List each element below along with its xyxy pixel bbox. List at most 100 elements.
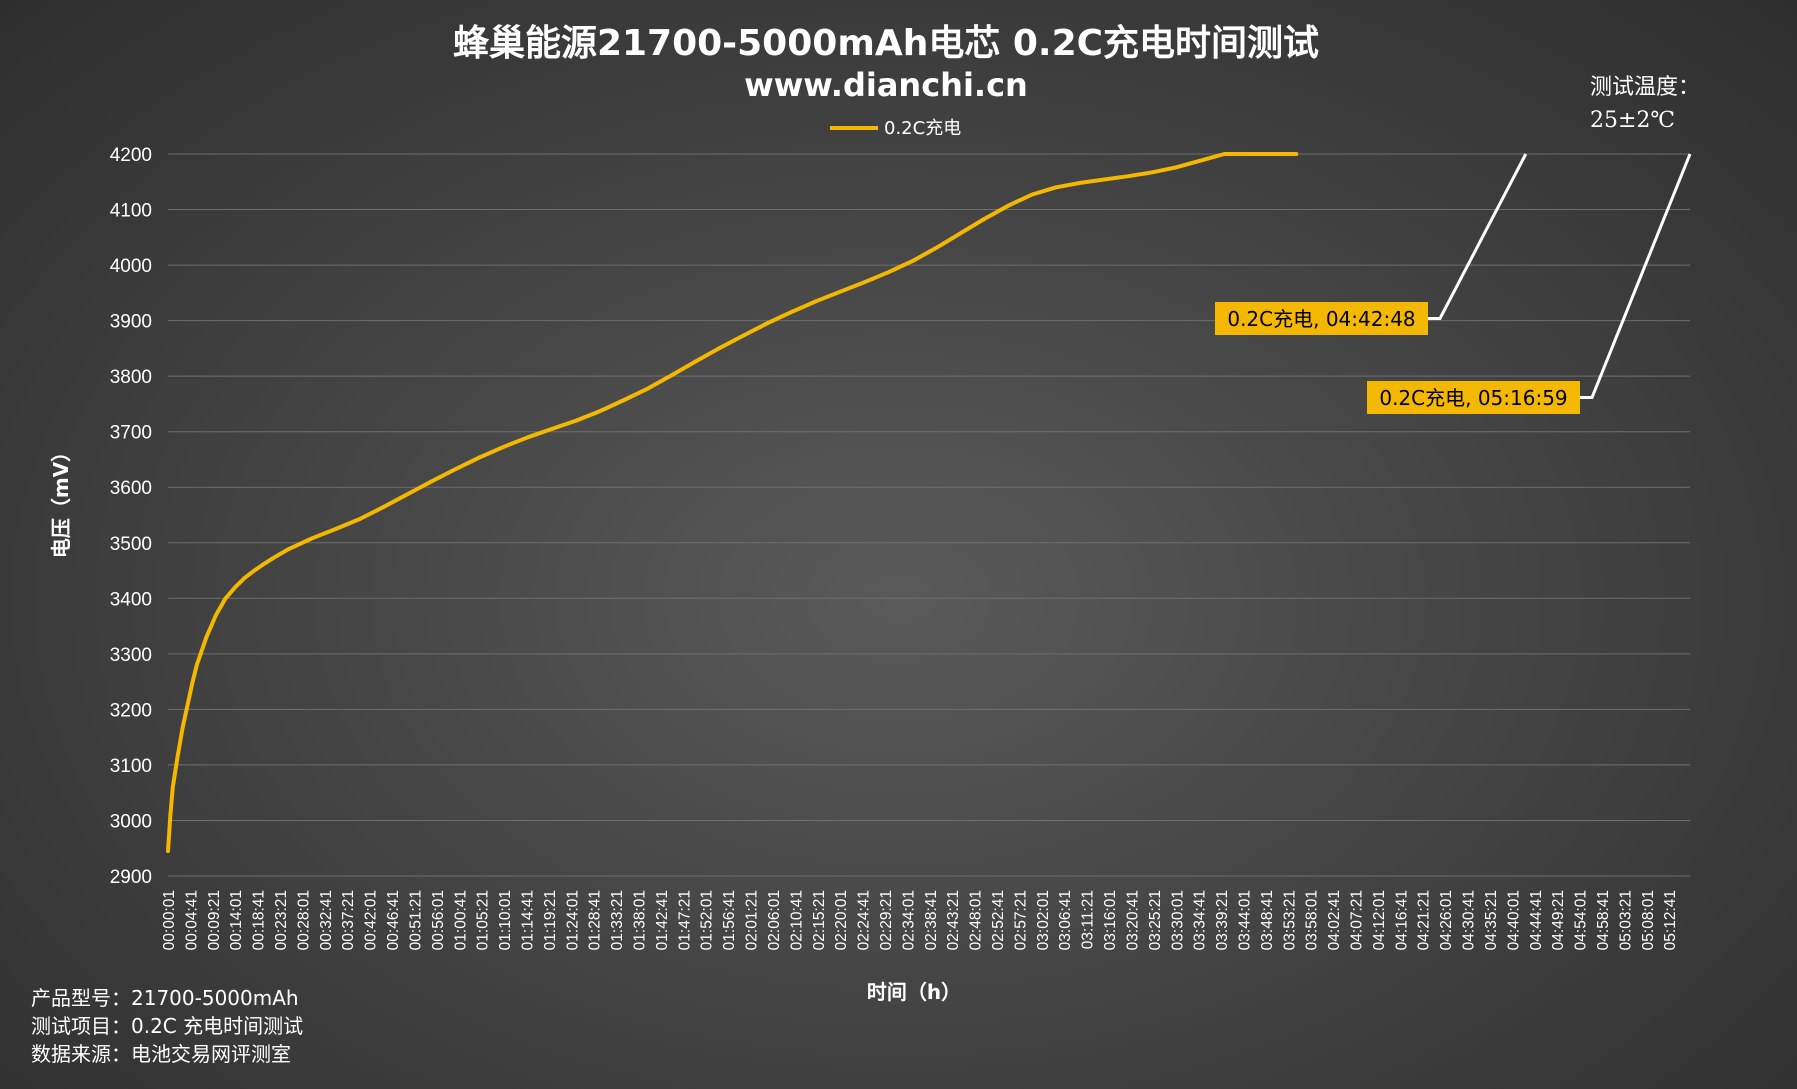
x-tick-label: 00:51:21 [407,890,424,950]
x-tick-label: 01:24:01 [564,890,581,950]
x-tick-label: 04:35:21 [1483,890,1500,950]
x-tick-label: 02:38:41 [923,890,940,950]
x-tick-label: 02:24:41 [856,890,873,950]
temperature-label: 测试温度： [1590,75,1700,100]
callout-label: 0.2C充电, 05:16:59 [1379,386,1567,410]
y-tick-label: 3700 [110,423,152,444]
x-tick-label: 02:06:01 [766,890,783,950]
x-tick-label: 02:29:21 [878,890,895,950]
x-tick-label: 03:11:21 [1080,890,1097,949]
x-tick-label: 02:20:01 [833,890,850,950]
note-product-model: 产品型号：21700-5000mAh [31,986,299,1010]
x-tick-label: 01:19:21 [542,890,559,950]
y-tick-label: 3400 [110,589,152,610]
x-tick-label: 03:53:21 [1281,890,1298,950]
x-tick-label: 01:33:21 [609,890,626,950]
x-tick-label: 01:52:01 [699,890,716,950]
x-tick-label: 00:23:21 [273,890,290,950]
x-tick-label: 01:38:01 [632,890,649,950]
x-tick-label: 00:18:41 [251,890,268,950]
y-tick-label: 3500 [110,534,152,555]
x-tick-label: 04:54:01 [1573,890,1590,950]
x-tick-label: 02:57:21 [1012,890,1029,950]
y-tick-label: 3300 [110,645,152,666]
x-tick-label: 00:46:41 [385,890,402,950]
x-tick-label: 00:37:21 [340,890,357,950]
x-tick-label: 05:03:21 [1617,890,1634,950]
x-tick-label: 05:12:41 [1662,890,1679,950]
y-tick-label: 4000 [110,256,152,277]
x-tick-label: 02:48:01 [968,890,985,950]
x-tick-label: 01:05:21 [475,890,492,950]
callout-label: 0.2C充电, 04:42:48 [1227,307,1415,331]
x-tick-label: 00:00:01 [161,890,178,950]
y-tick-label: 3800 [110,367,152,388]
series-line-0.2C [166,152,1299,853]
y-tick-label: 3600 [110,478,152,499]
x-tick-label: 03:39:21 [1214,890,1231,950]
x-tick-label: 01:42:41 [654,890,671,950]
x-tick-label: 02:43:21 [945,890,962,950]
series-layer [166,152,1299,853]
y-tick-label: 3000 [110,811,152,832]
x-tick-label: 03:25:21 [1147,890,1164,950]
y-tick-label: 4100 [110,201,152,222]
x-tick-label: 03:16:01 [1102,890,1119,950]
x-tick-label: 01:14:41 [519,890,536,950]
callout-leader-line [1428,153,1528,320]
x-tick-label: 02:10:41 [788,890,805,950]
x-tick-label: 05:08:01 [1640,890,1657,950]
note-data-source: 数据来源：电池交易网评测室 [31,1042,291,1066]
x-axis-ticks: 00:00:01 00:04:41 00:09:21 00:14:01 00:18:41… [161,890,1679,950]
x-tick-label: 04:40:01 [1505,890,1522,950]
x-tick-label: 00:42:01 [363,890,380,950]
x-tick-label: 03:20:41 [1124,890,1141,950]
x-tick-label: 03:44:01 [1236,890,1253,950]
x-tick-label: 04:44:41 [1528,890,1545,950]
x-tick-label: 03:48:41 [1259,890,1276,950]
x-tick-label: 00:14:01 [228,890,245,950]
temperature-value: 25±2℃ [1590,108,1675,133]
x-tick-label: 00:56:01 [430,890,447,950]
x-axis-label: 时间（h） [867,980,961,1004]
x-tick-label: 03:02:01 [1035,890,1052,950]
x-tick-label: 02:34:01 [900,890,917,950]
x-tick-label: 00:04:41 [183,890,200,950]
x-tick-label: 04:16:41 [1393,890,1410,950]
y-tick-label: 3900 [110,312,152,333]
x-tick-label: 04:58:41 [1595,890,1612,950]
x-tick-label: 01:00:41 [452,890,469,950]
x-tick-label: 04:07:21 [1349,890,1366,950]
legend-label: 0.2C充电 [884,118,961,139]
x-tick-label: 00:28:01 [295,890,312,950]
x-tick-label: 01:28:41 [587,890,604,950]
callout-layer: 0.2C充电, 04:42:48 0.2C充电, 05:16:59 [1215,153,1692,414]
x-tick-label: 04:12:01 [1371,890,1388,950]
x-tick-label: 04:30:41 [1461,890,1478,950]
y-tick-label: 3100 [110,756,152,777]
x-tick-label: 03:06:41 [1057,890,1074,950]
callout-box [1367,381,1580,414]
x-tick-label: 02:52:41 [990,890,1007,950]
y-axis-ticks: 2900 3000 3100 3200 3300 3400 3500 3600 3700 3800… [110,145,152,888]
y-tick-label: 3200 [110,700,152,721]
x-tick-label: 03:34:41 [1192,890,1209,950]
x-tick-label: 01:10:01 [497,890,514,950]
gridlines [168,153,1690,877]
x-tick-label: 00:32:41 [318,890,335,950]
y-tick-label: 2900 [110,867,152,888]
x-tick-label: 04:21:21 [1416,890,1433,950]
x-tick-label: 03:58:01 [1304,890,1321,950]
y-tick-label: 4200 [110,145,152,166]
x-tick-label: 01:47:21 [676,890,693,950]
chart-title: 蜂巢能源21700-5000mAh电芯 0.2C充电时间测试 [453,23,1319,64]
x-tick-label: 00:09:21 [206,890,223,950]
x-tick-label: 01:56:41 [721,890,738,950]
y-axis-label: 电压（mV） [49,442,73,558]
callout-leader-line [1580,153,1692,399]
chart-subtitle: www.dianchi.cn [744,66,1028,104]
legend: 0.2C充电 [830,118,961,139]
x-tick-label: 04:26:01 [1438,890,1455,950]
note-test-item: 测试项目：0.2C 充电时间测试 [31,1014,303,1038]
